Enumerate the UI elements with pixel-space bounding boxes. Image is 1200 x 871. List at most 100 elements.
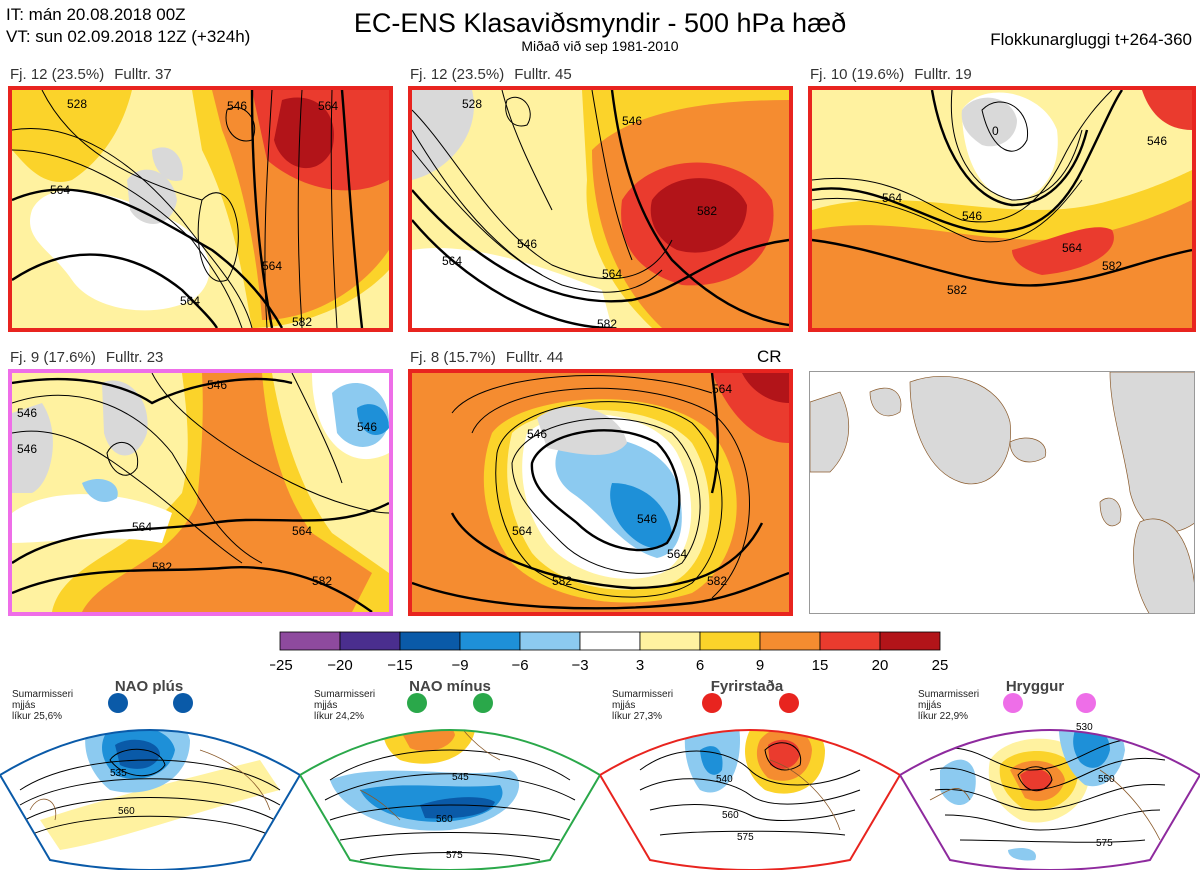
contour-label: 582 [947,283,967,297]
colorbar-swatch [279,631,341,651]
contour-label: 582 [152,560,172,574]
contour-label: 582 [697,204,717,218]
colorbar-tick-label: 20 [872,657,889,674]
contour-label: 564 [1062,241,1082,255]
panel-5-cluster: Fj. 8 (15.7%) [410,349,496,366]
colorbar-tick-label: −15 [387,657,412,674]
colorbar-swatch [879,631,941,651]
contour-label: 564 [712,382,732,396]
contour-label: 535 [110,768,127,779]
season-label: Sumarmisseri [314,689,376,700]
metric-label: mjjás [12,700,36,711]
issue-time: IT: mán 20.08.2018 00Z [6,5,186,24]
colorbar-swatch [759,631,821,651]
panel-5-members: Fulltr. 44 [505,349,564,366]
panel-4-cluster: Fj. 9 (17.6%) [10,349,96,366]
contour-label: 582 [292,315,312,328]
cluster-map-2: 546 564 564 582 546 528 582 [408,86,793,332]
colorbar-tick-label: 25 [932,657,949,674]
probability-label: líkur 22,9% [918,711,969,722]
contour-label: 545 [452,772,469,783]
contour-label: 564 [132,520,152,534]
contour-label: 0 [992,124,999,138]
colorbar-tick-label: −25 [270,657,293,674]
contour-label: 564 [602,267,622,281]
contour-label: 582 [597,317,617,328]
colorbar-swatch [819,631,881,651]
season-label: Sumarmisseri [918,689,980,700]
regime-blocking-map: 540 560 575 [600,693,900,870]
panel-4-members: Fulltr. 23 [105,349,164,366]
metric-label: mjjás [612,700,636,711]
panel-1-members: Fulltr. 37 [114,66,172,83]
regime-nao-minus-info: Sumarmisseri mjjás líkur 24,2% [314,689,375,722]
contour-label: 546 [517,237,537,251]
panel-2-members: Fulltr. 45 [514,66,572,83]
contour-label: 582 [1102,259,1122,273]
panel-4-label: Fj. 9 (17.6%) Fulltr. 23 [10,349,173,366]
regime-nao-minus-map: 545 560 575 [300,693,600,870]
contour-label: 528 [462,97,482,111]
contour-label: 560 [722,810,739,821]
panel-1-label: Fj. 12 (23.5%) Fulltr. 37 [10,66,182,83]
contour-label: 564 [50,183,70,197]
page-subtitle: Miðað við sep 1981-2010 [521,38,679,54]
cr-badge: CR [757,347,782,366]
panel-3-members: Fulltr. 19 [914,66,972,83]
colorbar-tick-label: 15 [812,657,829,674]
metric-label: mjjás [314,700,338,711]
contour-label: 564 [262,259,282,273]
colorbar-swatch [399,631,461,651]
cluster-map-1: 564 564 564 564 546 528 582 [8,86,393,332]
metric-label: mjjás [918,700,942,711]
contour-label: 530 [1076,722,1093,733]
contour-label: 546 [637,512,657,526]
probability-label: líkur 25,6% [12,711,63,722]
regime-ridge-map: 530 550 575 [900,693,1200,870]
panel-3-cluster: Fj. 10 (19.6%) [810,66,905,83]
contour-label: 582 [707,574,727,588]
contour-label: 564 [882,191,902,205]
contour-label: 564 [667,547,687,561]
regime-blocking-title: Fyrirstaða [710,678,784,695]
contour-label: 546 [17,442,37,456]
contour-label: 546 [357,420,377,434]
contour-label: 564 [318,99,338,113]
probability-label: líkur 24,2% [314,711,365,722]
colorbar-tick-label: 3 [636,657,644,674]
colorbar-tick-label: 9 [756,657,764,674]
season-label: Sumarmisseri [612,689,674,700]
colorbar-tick-label: −3 [571,657,588,674]
colorbar-swatch [579,631,641,651]
regime-nao-plus-info: Sumarmisseri mjjás líkur 25,6% [12,689,73,722]
regime-ridge-title: Hryggur [1005,678,1065,695]
regime-ridge-info: Sumarmisseri mjjás líkur 22,9% [918,689,979,722]
contour-label: 560 [436,814,453,825]
colorbar-tick-label: −9 [451,657,468,674]
colorbar-swatch [339,631,401,651]
contour-label: 546 [962,209,982,223]
panel-3-label: Fj. 10 (19.6%) Fulltr. 19 [810,66,982,83]
colorbar-tick-label: −20 [327,657,352,674]
contour-label: 564 [180,294,200,308]
panel-1-cluster: Fj. 12 (23.5%) [10,66,105,83]
colorbar-tick-label: 6 [696,657,704,674]
regime-nao-minus-title: NAO mínus [409,678,491,695]
panel-2-label: Fj. 12 (23.5%) Fulltr. 45 [410,66,582,83]
contour-label: 546 [17,406,37,420]
contour-label: 546 [207,378,227,392]
contour-label: 546 [227,99,247,113]
contour-label: 575 [737,832,754,843]
contour-label: 560 [118,806,135,817]
contour-label: 564 [442,254,462,268]
regime-nao-plus-map: 535 560 [0,693,300,870]
contour-label: 540 [716,774,733,785]
page-title: EC-ENS Klasaviðsmyndir - 500 hPa hæð [353,8,847,38]
contour-label: 550 [1098,774,1115,785]
contour-label: 528 [67,97,87,111]
regime-nao-plus-title: NAO plús [114,678,184,695]
season-label: Sumarmisseri [12,689,74,700]
panel-5-label: Fj. 8 (15.7%) Fulltr. 44 [410,349,573,366]
contour-label: 582 [312,574,332,588]
cluster-map-5: 546 564 546 564 582 582 564 [408,369,793,616]
